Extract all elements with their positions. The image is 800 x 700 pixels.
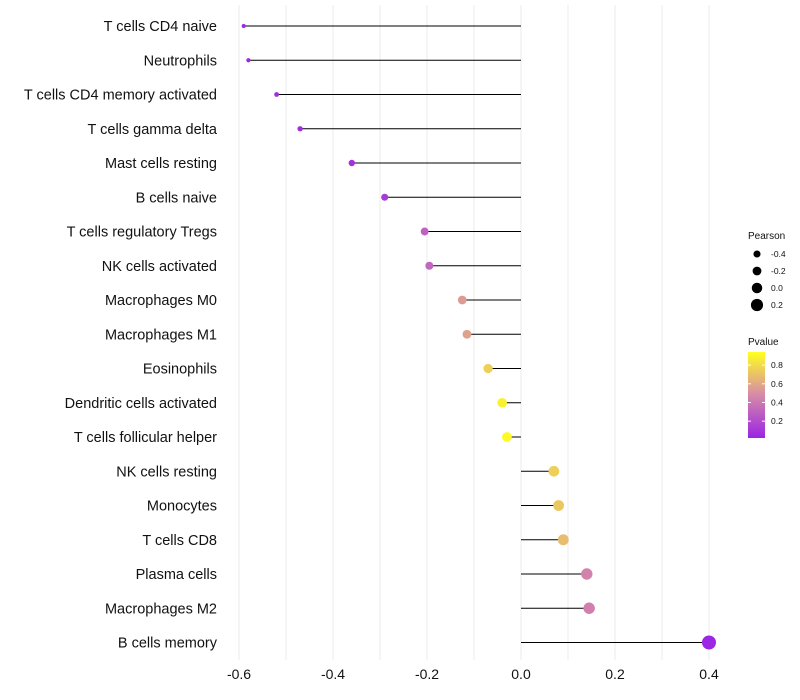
size-legend-label: 0.2 (771, 300, 783, 310)
x-tick-label: -0.4 (321, 666, 345, 682)
lollipop-point (348, 159, 355, 167)
size-legend-key (751, 282, 763, 294)
lollipop-point (502, 432, 512, 442)
y-axis-label: Eosinophils (143, 362, 217, 378)
lollipop-point (457, 295, 467, 305)
lollipop-point (548, 465, 560, 477)
y-axis-label: Dendritic cells activated (65, 396, 217, 412)
color-legend-label: 0.4 (771, 397, 783, 407)
y-axis-label: Macrophages M0 (105, 293, 217, 309)
color-legend-label: 0.2 (771, 416, 783, 426)
lollipop-point (241, 23, 246, 29)
y-axis-label: Mast cells resting (105, 156, 217, 172)
color-legend-bar (748, 352, 765, 438)
y-axis-label: Macrophages M2 (105, 601, 217, 617)
y-axis-label: T cells regulatory Tregs (67, 225, 217, 241)
y-axis-label: T cells CD4 naive (104, 19, 217, 35)
x-tick-label: -0.2 (415, 666, 439, 682)
size-legend-key (750, 298, 764, 312)
stems (243, 25, 709, 643)
size-legend-key (753, 250, 761, 258)
lollipop-point (497, 397, 508, 408)
lollipop-point (702, 635, 716, 650)
lollipop-point (274, 92, 279, 97)
y-axis-labels: T cells CD4 naive Neutrophils T cells CD4 … (24, 19, 218, 652)
x-axis-ticks: -0.6 -0.4 -0.2 0.0 0.2 0.4 (227, 666, 719, 682)
y-axis-label: NK cells activated (102, 259, 217, 275)
color-legend: Pvalue 0.8 0.6 0.4 0.2 (748, 337, 783, 438)
size-legend-label: -0.4 (771, 249, 786, 259)
y-axis-label: T cells gamma delta (88, 122, 218, 138)
lollipop-point (581, 568, 593, 580)
y-axis-label: B cells memory (118, 636, 218, 652)
lollipop-point (297, 126, 303, 132)
lollipop-point (483, 363, 493, 374)
size-legend-label: -0.2 (771, 266, 786, 276)
y-axis-label: Plasma cells (136, 567, 217, 583)
lollipop-point (381, 193, 389, 201)
grid-lines (238, 5, 710, 660)
color-legend-label: 0.6 (771, 379, 783, 389)
size-legend-title: Pearson (748, 231, 785, 242)
points (241, 23, 716, 650)
x-tick-label: -0.6 (227, 666, 251, 682)
lollipop-point (425, 261, 434, 270)
color-legend-label: 0.8 (771, 360, 783, 370)
lollipop-point (420, 227, 429, 236)
y-axis-label: T cells follicular helper (74, 430, 217, 446)
y-axis-label: T cells CD8 (142, 533, 217, 549)
x-tick-label: 0.0 (511, 666, 531, 682)
lollipop-point (583, 602, 595, 614)
y-axis-label: T cells CD4 memory activated (24, 88, 217, 104)
size-legend-key (752, 266, 762, 276)
lollipop-point (557, 534, 569, 546)
lollipop-point (462, 329, 472, 339)
y-axis-label: Neutrophils (144, 53, 217, 69)
lollipop-point (553, 500, 564, 511)
size-legend: Pearson -0.4 -0.2 0.0 0.2 (748, 231, 786, 312)
size-legend-label: 0.0 (771, 283, 783, 293)
y-axis-label: Macrophages M1 (105, 327, 217, 343)
lollipop-point (246, 58, 251, 63)
y-axis-label: Monocytes (147, 499, 217, 515)
y-axis-label: B cells naive (136, 190, 217, 206)
x-tick-label: 0.4 (699, 666, 719, 682)
x-tick-label: 0.2 (605, 666, 625, 682)
color-legend-title: Pvalue (748, 337, 779, 348)
y-axis-label: NK cells resting (116, 464, 217, 480)
